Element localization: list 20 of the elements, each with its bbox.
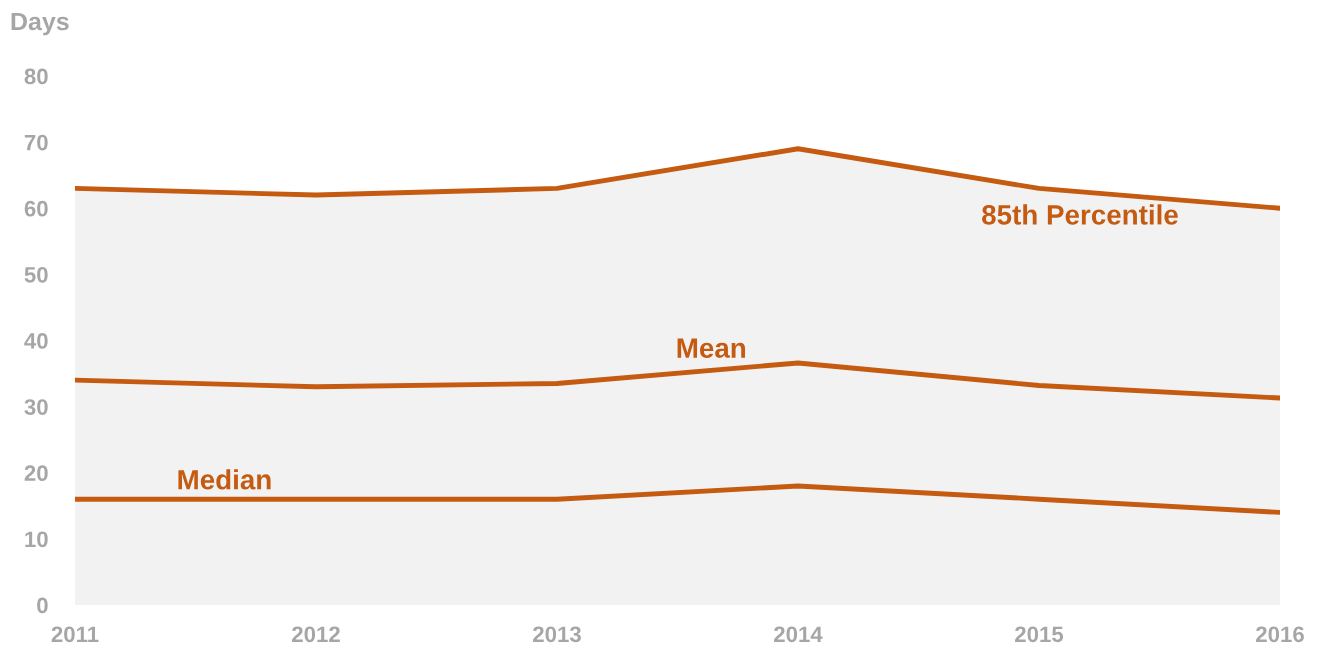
series-label: Mean [677,338,746,358]
y-tick-label: 20 [24,465,48,482]
x-tick-label: 2014 [774,626,823,643]
y-tick-label: 10 [25,531,48,548]
y-tick-label: 0 [37,597,48,614]
y-axis-title: Days [11,12,69,36]
y-tick-label: 70 [24,134,48,151]
x-tick-label: 2013 [533,626,581,643]
series-label: Median [178,469,271,490]
x-tick-label: 2011 [51,626,99,643]
y-tick-label: 30 [24,399,48,415]
y-tick-label: 50 [24,266,48,283]
x-tick-label: 2015 [1015,626,1064,643]
line-series [75,360,1280,401]
x-tick-label: 2012 [292,626,340,643]
y-tick-label: 40 [24,333,48,349]
y-tick-label: 60 [24,200,48,217]
y-tick-label: 80 [24,68,48,85]
x-tick-label: 2016 [1256,626,1304,643]
series-label: 85th Percentile [982,204,1178,225]
